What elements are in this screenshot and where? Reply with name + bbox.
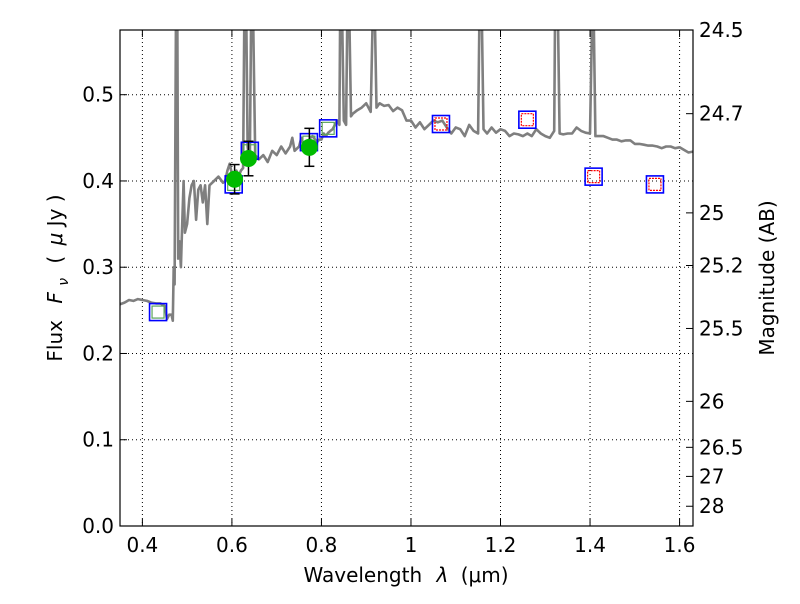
observed-marker: [226, 170, 244, 188]
y-axis-ticks: 0.0 0.1 0.2 0.3 0.4 0.5: [82, 83, 127, 538]
x-axis-ticks: 0.4 0.6 0.8 1 1.2 1.4 1.6: [126, 30, 695, 557]
model-band-marker: [584, 167, 603, 186]
observed-marker: [300, 138, 318, 156]
y-tick-label: 0.5: [82, 83, 114, 107]
y-axis-title: Flux F ν ( μ Jy ): [43, 194, 73, 361]
model-band-marker-inner: [151, 305, 165, 319]
model-band-marker: [431, 114, 451, 134]
y2-tick-label: 28: [699, 494, 724, 518]
model-band-marker-inner: [434, 117, 448, 131]
model-band-marker-box: [148, 302, 168, 322]
plot-frame: [119, 29, 694, 527]
grid-lines: [120, 30, 693, 527]
template-spectrum-line: [120, 30, 693, 322]
model-band-marker: [645, 175, 665, 194]
y2-tick-label: 24.7: [699, 102, 744, 126]
y-tick-label: 0.3: [82, 255, 114, 279]
y-axis-title-subscript: ν: [56, 278, 72, 286]
y-axis-title-open: (: [43, 256, 67, 264]
model-band-marker-box: [645, 175, 665, 194]
model-band-marker-inner: [587, 170, 601, 184]
model-band-marker-inner: [321, 121, 335, 135]
model-band-marker-inner: [520, 113, 534, 127]
y-tick-label: 0.0: [82, 514, 114, 538]
x-tick-label: 0.4: [126, 533, 158, 557]
y-tick-label: 0.4: [82, 169, 114, 193]
y2-axis-ticks: 24.5 24.7 25 25.2 25.5 26 26.5 27 28: [686, 18, 744, 518]
x-tick-label: 1.4: [574, 533, 606, 557]
y-axis-title-text: Flux: [43, 320, 67, 362]
model-band-marker: [318, 119, 338, 138]
y2-tick-label: 26.5: [699, 435, 744, 459]
y-tick-label: 0.1: [82, 428, 114, 452]
y2-tick-label: 25: [699, 201, 724, 225]
y-axis-title-unit: Jy ): [43, 194, 67, 228]
model-band-marker: [518, 110, 537, 130]
plot-background: [120, 30, 693, 526]
x-tick-label: 0.8: [306, 533, 338, 557]
y2-tick-label: 25.2: [699, 253, 744, 277]
y2-tick-label: 24.5: [699, 18, 744, 42]
y-axis-title-symbol: F: [43, 292, 67, 304]
y-axis-title-mu: μ: [43, 233, 67, 247]
y2-axis-title: Magnitude (AB): [755, 200, 779, 355]
model-band-marker-box: [584, 167, 603, 186]
y2-tick-label: 27: [699, 464, 724, 488]
observed-marker: [239, 150, 257, 168]
observed-point: [239, 140, 257, 177]
y-tick-label: 0.2: [82, 341, 114, 365]
model-band-marker-box: [431, 114, 451, 134]
y2-tick-label: 26: [699, 389, 724, 413]
x-axis-title-symbol: λ: [436, 563, 449, 587]
y2-tick-label: 25.5: [699, 316, 744, 340]
observed-photometry: [226, 127, 318, 195]
model-band-marker: [148, 302, 168, 322]
template-spectrum: [120, 30, 693, 322]
model-band-marker-inner: [648, 177, 662, 192]
x-axis-title-unit: (μm): [461, 563, 509, 587]
observed-point: [300, 127, 318, 168]
x-axis-title: Wavelength λ (μm): [303, 563, 508, 587]
model-band-marker-box: [518, 110, 537, 130]
x-tick-label: 0.6: [216, 533, 248, 557]
x-tick-label: 1.6: [664, 533, 696, 557]
observed-point: [226, 163, 244, 195]
x-axis-title-text: Wavelength: [303, 563, 422, 587]
x-tick-label: 1: [405, 533, 418, 557]
x-tick-label: 1.2: [485, 533, 517, 557]
model-band-marker-box: [318, 119, 338, 138]
